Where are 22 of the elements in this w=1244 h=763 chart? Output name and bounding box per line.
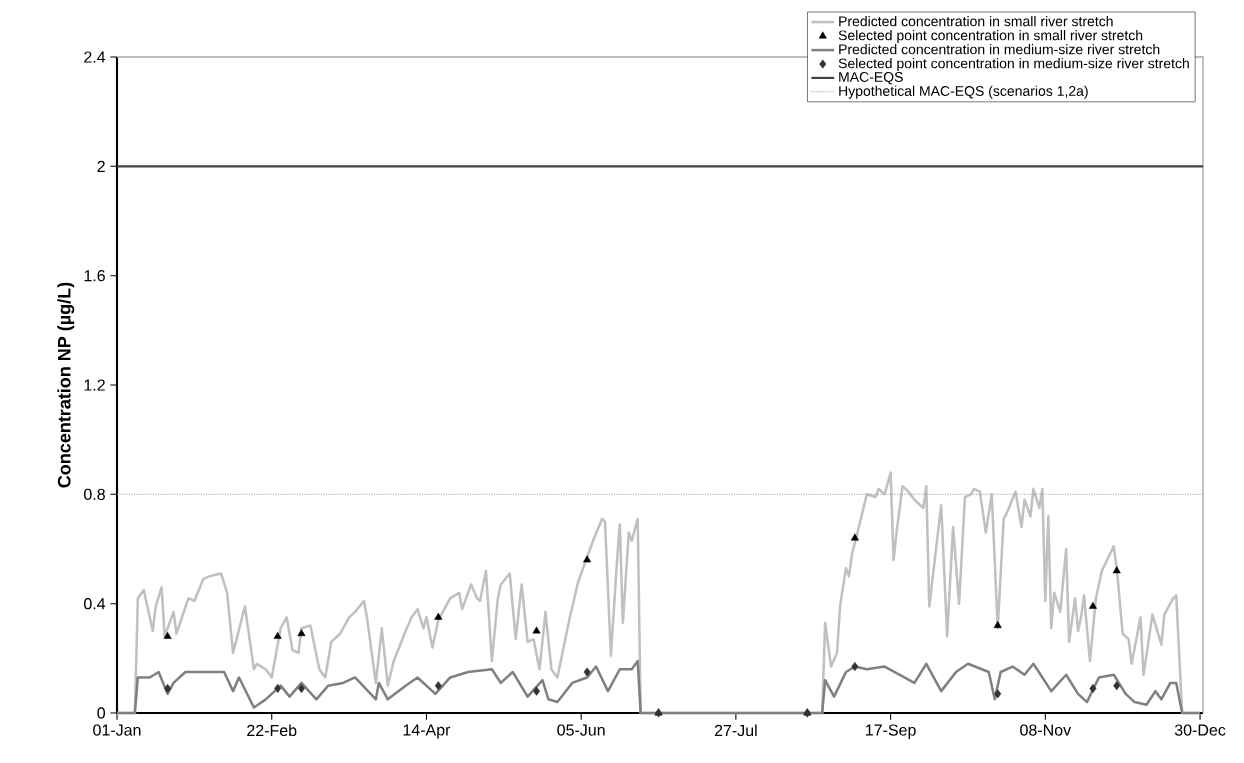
x-tick-label: 01-Jan	[93, 724, 141, 736]
x-tick-label: 05-Jun	[557, 724, 605, 736]
legend-label: MAC-EQS	[839, 72, 903, 85]
x-tick-label: 22-Feb	[247, 724, 297, 737]
legend-label: Selected point concentration in medium-size river stretch	[838, 58, 1189, 72]
legend-label: Predicted concentration in small river stretch	[839, 16, 1113, 27]
legend-label: Hypothetical MAC-EQS (scenarios 1,2a)	[839, 85, 1088, 99]
x-tick-label: 08-Nov	[1020, 724, 1072, 736]
y-tick-label: 0	[97, 707, 106, 719]
y-tick-label: 1.2	[84, 379, 105, 391]
x-tick-label: 17-Sep	[866, 724, 916, 739]
x-tick-label: 30-Dec	[1174, 724, 1226, 736]
x-tick-label: 27-Jul	[714, 724, 757, 737]
y-tick-label: 1.6	[84, 270, 105, 282]
legend-label: Selected point concentration in small river stretch	[838, 30, 1143, 44]
legend-label: Predicted concentration in medium-size river stretch	[839, 44, 1160, 55]
y-tick-label: 0.8	[84, 488, 105, 500]
y-tick-label: 0.4	[84, 598, 106, 610]
y-axis-title: Concentration NP (µg/L)	[57, 282, 75, 488]
x-tick-label: 14-Apr	[403, 724, 451, 739]
y-tick-label: 2	[97, 160, 105, 172]
y-tick-label: 2.4	[84, 51, 106, 63]
